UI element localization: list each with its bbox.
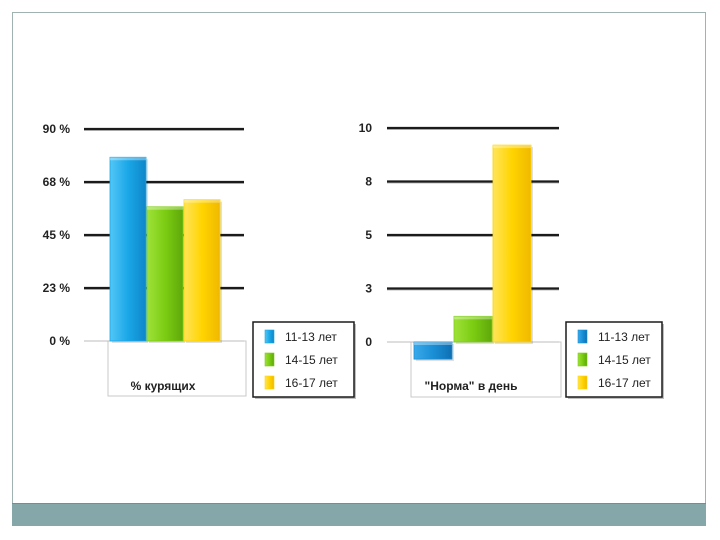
legend-swatch-16-17 <box>264 375 275 390</box>
chart-daily-norm: 0 3 5 8 10 "Норма" в день 11-13 лет 14-15 лет 16… <box>359 121 664 399</box>
bar-cap <box>493 145 531 149</box>
legend-swatch-11-13 <box>577 329 588 344</box>
bar-16-17 <box>183 199 221 342</box>
bar-14-15 <box>146 206 184 342</box>
chart-smokers-percent: 0 % 23 % 45 % 68 % 90 % % курящих 11-13 лет 14-… <box>43 122 356 399</box>
legend-label-14-15: 14-15 лет <box>598 353 651 367</box>
y-tick-label: 23 % <box>43 281 71 295</box>
legend-label-16-17: 16-17 лет <box>285 376 338 390</box>
bar-cap <box>147 206 183 210</box>
y-tick-label: 0 % <box>49 334 70 348</box>
bar-cap <box>454 316 492 320</box>
bar-11-13 <box>109 156 147 342</box>
y-tick-label: 5 <box>365 228 372 242</box>
bar-cap <box>110 157 146 161</box>
legend-label-14-15: 14-15 лет <box>285 353 338 367</box>
y-tick-label: 0 <box>365 335 372 349</box>
y-tick-label: 45 % <box>43 228 71 242</box>
legend: 11-13 лет 14-15 лет 16-17 лет <box>565 321 664 399</box>
y-tick-label: 8 <box>365 175 372 189</box>
y-tick-label: 90 % <box>43 122 71 136</box>
legend-swatch-11-13 <box>264 329 275 344</box>
bar-11-13 <box>413 341 453 360</box>
y-tick-label: 10 <box>359 121 373 135</box>
legend-swatch-14-15 <box>577 352 588 367</box>
legend: 11-13 лет 14-15 лет 16-17 лет <box>252 321 356 399</box>
bar-cap <box>414 342 452 345</box>
bar-cap <box>184 199 220 203</box>
category-label: "Норма" в день <box>425 379 518 393</box>
legend-swatch-14-15 <box>264 352 275 367</box>
slide-footer-band <box>12 503 706 526</box>
y-tick-label: 3 <box>365 282 372 296</box>
bar-16-17 <box>492 144 532 343</box>
y-tick-label: 68 % <box>43 175 71 189</box>
category-label: % курящих <box>131 379 196 393</box>
legend-label-16-17: 16-17 лет <box>598 376 651 390</box>
legend-swatch-16-17 <box>577 375 588 390</box>
legend-label-11-13: 11-13 лет <box>598 330 650 344</box>
legend-label-11-13: 11-13 лет <box>285 330 337 344</box>
bar-14-15 <box>453 315 493 343</box>
